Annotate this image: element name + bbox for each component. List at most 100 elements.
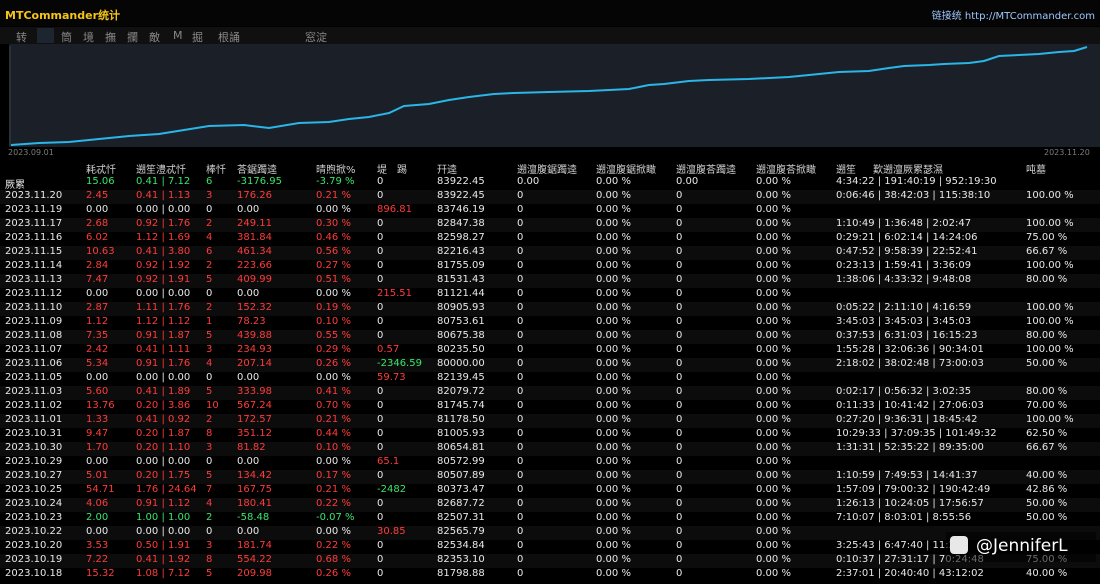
table-cell: -3.79 % [316,176,355,187]
table-row[interactable]: 2023.10.18 15.32 1.08 | 7.12 5 209.98 0.26 % 0… [0,568,1100,582]
col-header[interactable]: 棒忏 [206,165,226,176]
col-header[interactable]: 晴煦掀% [316,165,356,176]
row-date: 2023.10.31 [5,428,63,439]
table-cell: -2346.59 [377,358,422,369]
col-header[interactable]: 歎遡澶厥累瑟濕 [873,165,943,176]
table-cell: 0 [676,190,683,201]
toolbar-item-4[interactable]: 境 [83,31,94,44]
table-row[interactable]: 厥累 15.06 0.41 | 7.12 6 -3176.95 -3.79 % 0 83922… [0,176,1100,191]
table-cell: 0 [517,442,524,453]
table-row[interactable]: 2023.11.03 5.60 0.41 | 1.89 5 333.98 0.41 % 0 8… [0,386,1100,400]
table-cell: 896.81 [377,204,412,215]
table-row[interactable]: 2023.10.30 1.70 0.20 | 1.10 3 81.82 0.10 % 0 80… [0,442,1100,456]
table-row[interactable]: 2023.10.19 7.22 0.41 | 1.92 8 554.22 0.68 % 0 8… [0,554,1100,568]
row-date: 2023.10.29 [5,456,63,467]
table-cell: 0.00 | 0.00 [136,288,191,299]
table-cell: 0.91 | 1.76 [136,358,191,369]
table-row[interactable]: 2023.11.15 10.63 0.41 | 3.80 6 461.34 0.56 % 0… [0,246,1100,260]
table-cell: 0 [377,540,384,551]
table-cell: 381.84 [237,232,272,243]
col-header[interactable]: 幵逵 [437,165,457,176]
toolbar-item-9[interactable]: 掘 [192,31,203,44]
site-link[interactable]: 链接统 http://MTCommander.com [932,7,1095,22]
table-cell: 0 [206,204,213,215]
table-cell: 0.00 % [316,372,351,383]
table-row[interactable]: 2023.10.23 2.00 1.00 | 1.00 2 -58.48 -0.07 % 0… [0,512,1100,526]
table-row[interactable]: 2023.11.12 0.00 0.00 | 0.00 0 0.00 0.00 % 215.… [0,288,1100,302]
row-date: 2023.10.22 [5,526,63,537]
table-row[interactable]: 2023.11.16 6.02 1.12 | 1.69 4 381.84 0.46 % 0 8… [0,232,1100,246]
toolbar-item-6[interactable]: 攔 [127,31,138,44]
table-row[interactable]: 2023.11.08 7.35 0.91 | 1.87 5 439.88 0.55 % 0 8… [0,330,1100,344]
site-label: 链接统 [931,11,962,22]
toolbar-item-7[interactable]: 敵 [149,31,160,44]
table-cell: 7.22 [86,554,109,565]
table-cell: 0.00 | 0.00 [136,526,191,537]
table-row[interactable]: 2023.11.05 0.00 0.00 | 0.00 0 0.00 0.00 % 59.7… [0,372,1100,386]
table-cell: 80235.50 [437,344,485,355]
table-cell: 0.41 | 1.92 [136,554,191,565]
table-row[interactable]: 2023.10.27 5.01 0.20 | 1.75 5 134.42 0.17 % 0 8… [0,470,1100,484]
table-cell: 0 [517,218,524,229]
toolbar-item-3[interactable]: 筒 [61,31,72,44]
col-header[interactable]: 耗忒忏 [86,165,116,176]
table-cell: 1 [206,316,213,327]
toolbar-item-8[interactable]: M [173,29,183,42]
table-row[interactable]: 2023.11.01 1.33 0.41 | 0.92 2 172.57 0.21 % 0 8… [0,414,1100,428]
table-cell: 0.41 % [316,386,351,397]
table-cell: 80675.38 [437,330,485,341]
table-row[interactable]: 2023.11.10 2.87 1.11 | 1.76 2 152.32 0.19 % 0 8… [0,302,1100,316]
table-row[interactable]: 2023.10.20 3.53 0.50 | 1.91 3 181.74 0.22 % 0 8… [0,540,1100,554]
table-row[interactable]: 2023.11.07 2.42 0.41 | 1.11 3 234.93 0.29 % 0.… [0,344,1100,358]
table-row[interactable]: 2023.11.02 13.76 0.20 | 3.86 10 567.24 0.70 %… [0,400,1100,414]
toolbar-swatch[interactable] [37,28,54,43]
col-header[interactable]: 堤 踢 [377,165,407,176]
table-cell: 0.00 % [756,428,791,439]
table-cell: 0.00 % [756,498,791,509]
table-row[interactable]: 2023.10.31 9.47 0.20 | 1.87 8 351.12 0.44 % 0 8… [0,428,1100,442]
site-url[interactable]: http://MTCommander.com [964,11,1095,22]
table-cell: 0.41 | 1.13 [136,190,191,201]
table-cell: 0 [377,498,384,509]
col-header[interactable]: 吨墓 [1026,165,1046,176]
table-cell: 75.00 % [1026,232,1068,243]
table-cell: 0.00 [86,456,109,467]
table-row[interactable]: 2023.11.09 1.12 1.12 | 1.12 1 78.23 0.10 % 0 80… [0,316,1100,330]
table-row[interactable]: 2023.11.06 5.34 0.91 | 1.76 4 207.14 0.26 % -2… [0,358,1100,372]
col-header[interactable]: 遡澶腹鋸躅逵 [517,165,577,176]
table-cell: 83746.19 [437,204,485,215]
table-cell: 0 [206,288,213,299]
table-row[interactable]: 2023.11.14 2.84 0.92 | 1.92 2 223.66 0.27 % 0 8… [0,260,1100,274]
table-cell: 100.00 % [1026,302,1074,313]
equity-curve-svg [9,46,1088,146]
table-row[interactable]: 2023.10.25 54.71 1.76 | 24.64 7 167.75 0.21 %… [0,484,1100,498]
table-cell: 0.41 | 3.80 [136,246,191,257]
table-cell: 2 [206,512,213,523]
col-header[interactable]: 遡澶腹鋸掀瞰 [596,165,656,176]
toolbar-item-11[interactable]: 窓淀 [305,31,327,44]
table-row[interactable]: 2023.11.19 0.00 0.00 | 0.00 0 0.00 0.00 % 896.… [0,204,1100,218]
col-header[interactable]: 遡澶腹荅掀瞰 [756,165,816,176]
table-row[interactable]: 2023.11.13 7.47 0.92 | 1.91 5 409.99 0.51 % 0 8… [0,274,1100,288]
col-header[interactable]: 遡笙澧忒忏 [136,165,186,176]
table-row[interactable]: 2023.10.29 0.00 0.00 | 0.00 0 0.00 0.00 % 65.1… [0,456,1100,470]
table-cell: 2.42 [86,344,109,355]
col-header[interactable]: 遡澶腹荅躅逵 [676,165,736,176]
toolbar-item-1[interactable]: 转 [16,31,27,44]
table-cell: 40.00 % [1026,568,1068,579]
table-cell: 6.02 [86,232,109,243]
col-header[interactable]: 荅鋸躅逵 [237,165,277,176]
row-date: 2023.11.16 [5,232,63,243]
table-cell: 0.00 % [316,526,351,537]
table-cell: 0.91 | 1.87 [136,330,191,341]
toolbar-item-10[interactable]: 根誦 [218,31,240,44]
table-cell: 0 [517,400,524,411]
col-header[interactable]: 遡笙 [836,165,856,176]
table-row[interactable]: 2023.10.24 4.06 0.91 | 1.12 4 180.41 0.22 % 0 8… [0,498,1100,512]
table-row[interactable]: 2023.11.20 2.45 0.41 | 1.13 3 176.26 0.21 % 0 8… [0,190,1100,204]
table-cell: 0 [377,386,384,397]
table-row[interactable]: 2023.10.22 0.00 0.00 | 0.00 0 0.00 0.00 % 30.8… [0,526,1100,540]
toolbar-item-5[interactable]: 撫 [105,31,116,44]
table-cell: 1:55:28 | 32:06:36 | 90:34:01 [836,344,984,355]
table-row[interactable]: 2023.11.17 2.68 0.92 | 1.76 2 249.11 0.30 % 0 8… [0,218,1100,232]
